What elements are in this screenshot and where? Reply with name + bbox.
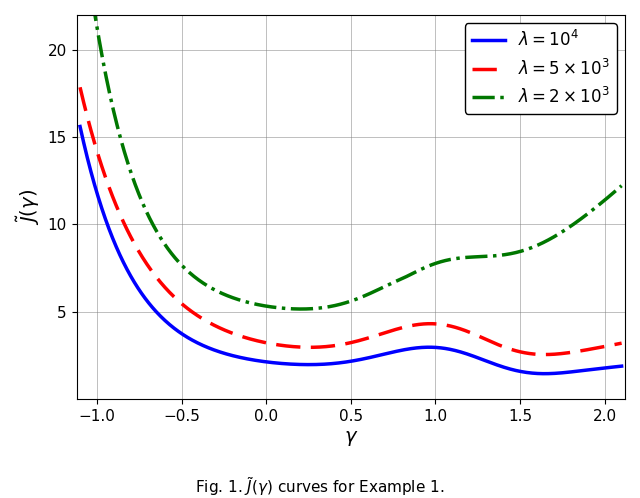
X-axis label: $\gamma$: $\gamma$ xyxy=(344,429,358,448)
$\lambda = 5 \times 10^3$ xyxy=(396,326,403,332)
$\lambda = 2 \times 10^3$ xyxy=(297,306,305,312)
$\lambda = 10^4$ xyxy=(618,363,625,369)
$\lambda = 10^4$ xyxy=(216,349,223,355)
$\lambda = 2 \times 10^3$ xyxy=(172,256,180,262)
$\lambda = 2 \times 10^3$ xyxy=(618,183,625,189)
$\lambda = 10^4$ xyxy=(541,371,548,376)
$\lambda = 10^4$ xyxy=(396,348,403,354)
$\lambda = 5 \times 10^3$ xyxy=(541,352,548,358)
$\lambda = 2 \times 10^3$ xyxy=(485,253,493,259)
Y-axis label: $\tilde{J}(\gamma)$: $\tilde{J}(\gamma)$ xyxy=(15,189,42,225)
$\lambda = 2 \times 10^3$ xyxy=(396,276,404,282)
$\lambda = 10^4$ xyxy=(484,359,492,365)
Legend: $\lambda = 10^4$, $\lambda = 5 \times 10^3$, $\lambda = 2 \times 10^3$: $\lambda = 10^4$, $\lambda = 5 \times 10… xyxy=(465,23,617,114)
$\lambda = 2 \times 10^3$ xyxy=(216,289,223,295)
$\lambda = 2 \times 10^3$ xyxy=(322,304,330,310)
Line: $\lambda = 5 \times 10^3$: $\lambda = 5 \times 10^3$ xyxy=(80,87,621,355)
$\lambda = 5 \times 10^3$ xyxy=(321,344,329,350)
$\lambda = 10^4$ xyxy=(172,327,180,333)
$\lambda = 5 \times 10^3$ xyxy=(172,295,180,301)
Line: $\lambda = 10^4$: $\lambda = 10^4$ xyxy=(80,126,621,374)
$\lambda = 5 \times 10^3$ xyxy=(438,322,445,328)
$\lambda = 10^4$ xyxy=(76,124,84,129)
$\lambda = 2 \times 10^3$ xyxy=(439,258,447,264)
Line: $\lambda = 2 \times 10^3$: $\lambda = 2 \times 10^3$ xyxy=(80,0,621,309)
$\lambda = 5 \times 10^3$ xyxy=(76,84,84,90)
$\lambda = 10^4$ xyxy=(321,361,329,367)
Text: Fig. 1. $\tilde{J}(\gamma)$ curves for Example 1.: Fig. 1. $\tilde{J}(\gamma)$ curves for E… xyxy=(195,475,445,498)
$\lambda = 5 \times 10^3$ xyxy=(216,325,223,331)
$\lambda = 10^4$ xyxy=(438,345,445,351)
$\lambda = 5 \times 10^3$ xyxy=(484,337,492,343)
$\lambda = 5 \times 10^3$ xyxy=(618,340,625,346)
